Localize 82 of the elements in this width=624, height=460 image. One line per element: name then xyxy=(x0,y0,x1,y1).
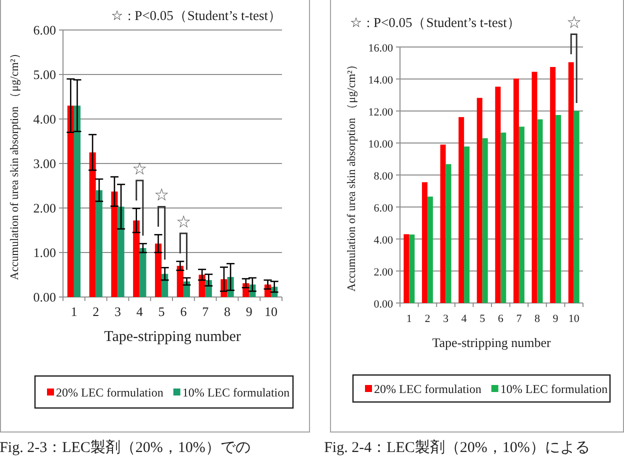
y-axis-title: Accumulation of urea skin absorption （μg/cm²） xyxy=(9,46,21,280)
x-tick-label: 5 xyxy=(480,313,486,325)
x-tick-label: 4 xyxy=(461,313,468,325)
annotation: ☆ xyxy=(566,13,582,32)
y-tick-label: 4.00 xyxy=(374,234,394,246)
bar xyxy=(422,182,428,303)
bar xyxy=(133,220,140,297)
x-tick-label: 1 xyxy=(406,313,412,325)
y-tick-label: 0.00 xyxy=(374,298,394,310)
bar xyxy=(532,72,538,303)
bar xyxy=(96,190,102,297)
y-tick-label: 12.00 xyxy=(368,106,394,118)
bar xyxy=(464,146,470,303)
x-tick-label: 4 xyxy=(136,304,144,319)
y-tick-label: 2.00 xyxy=(374,266,394,278)
bar xyxy=(550,67,556,303)
bar xyxy=(574,111,580,303)
y-tick-label: 6.00 xyxy=(33,22,56,38)
annotation: ☆ xyxy=(176,212,191,232)
x-axis-title: Tape-stripping number xyxy=(432,335,552,350)
y-axis-title: Accumulation of urea skin absorption （μg/cm²） xyxy=(346,58,358,292)
x-tick-label: 6 xyxy=(498,313,504,325)
y-tick-label: 0.00 xyxy=(33,290,56,304)
x-tick-label: 2 xyxy=(424,313,430,325)
bar xyxy=(568,62,574,303)
text: ☆ : P<0.05（Student’s t-test） xyxy=(111,8,282,23)
bar xyxy=(495,86,501,303)
y-tick-label: 14.00 xyxy=(368,74,394,86)
y-tick-label: 5.00 xyxy=(33,67,56,82)
bar xyxy=(118,206,124,297)
y-tick-label: 4.00 xyxy=(33,112,56,126)
legend-label: 10% LEC formulation xyxy=(500,382,608,396)
legend-label: 10% LEC formulation xyxy=(182,386,290,400)
y-tick-label: 2.00 xyxy=(33,200,56,216)
bar xyxy=(476,98,482,303)
y-tick-label: 10.00 xyxy=(368,138,394,150)
bar xyxy=(154,244,162,297)
x-tick-label: 3 xyxy=(114,304,121,319)
x-tick-label: 6 xyxy=(180,304,188,319)
x-tick-label: 8 xyxy=(224,304,230,319)
x-tick-label: 1 xyxy=(70,304,78,319)
bar xyxy=(176,266,184,297)
y-tick-label: 16.00 xyxy=(368,42,394,54)
x-tick-label: 8 xyxy=(534,313,540,325)
x-tick-label: 2 xyxy=(92,304,100,319)
x-tick-label: 10 xyxy=(264,304,278,319)
bar xyxy=(556,115,562,303)
bar xyxy=(427,196,433,303)
x-tick-label: 3 xyxy=(443,313,449,325)
bar xyxy=(458,117,464,303)
text: ☆ : P<0.05（Student’s t-test） xyxy=(350,15,521,30)
annotation: ☆ xyxy=(132,159,148,178)
annotation: ☆ xyxy=(154,186,170,205)
bar xyxy=(67,106,74,297)
x-tick-label: 7 xyxy=(202,304,210,319)
x-tick-label: 7 xyxy=(516,313,522,325)
y-tick-label: 8.00 xyxy=(374,170,394,182)
caption: Fig. 2-3：LEC製剤（20%，10%）での xyxy=(0,439,250,456)
bar xyxy=(89,152,96,297)
bar xyxy=(409,234,415,303)
x-tick-label: 9 xyxy=(552,313,559,325)
bar xyxy=(482,138,488,303)
caption: Fig. 2-4：LEC製剤（20%，10%）による xyxy=(324,439,590,456)
bar xyxy=(74,106,81,297)
bar xyxy=(446,164,452,303)
bar xyxy=(500,132,506,303)
x-tick-label: 10 xyxy=(568,313,580,325)
y-tick-label: 6.00 xyxy=(374,202,394,214)
y-tick-label: 3.00 xyxy=(33,156,56,171)
bar xyxy=(518,126,524,303)
x-axis-title: Tape-stripping number xyxy=(104,329,241,345)
legend-label: 20% LEC formulation xyxy=(56,386,164,400)
x-tick-label: 5 xyxy=(158,304,165,319)
bar xyxy=(111,192,118,297)
y-tick-label: 1.00 xyxy=(33,245,56,260)
bar xyxy=(440,144,446,303)
bar xyxy=(513,78,519,303)
bar xyxy=(140,248,146,297)
legend-label: 20% LEC formulation xyxy=(374,382,482,396)
bar xyxy=(537,119,543,303)
bar xyxy=(404,234,410,303)
x-tick-label: 9 xyxy=(246,304,252,319)
